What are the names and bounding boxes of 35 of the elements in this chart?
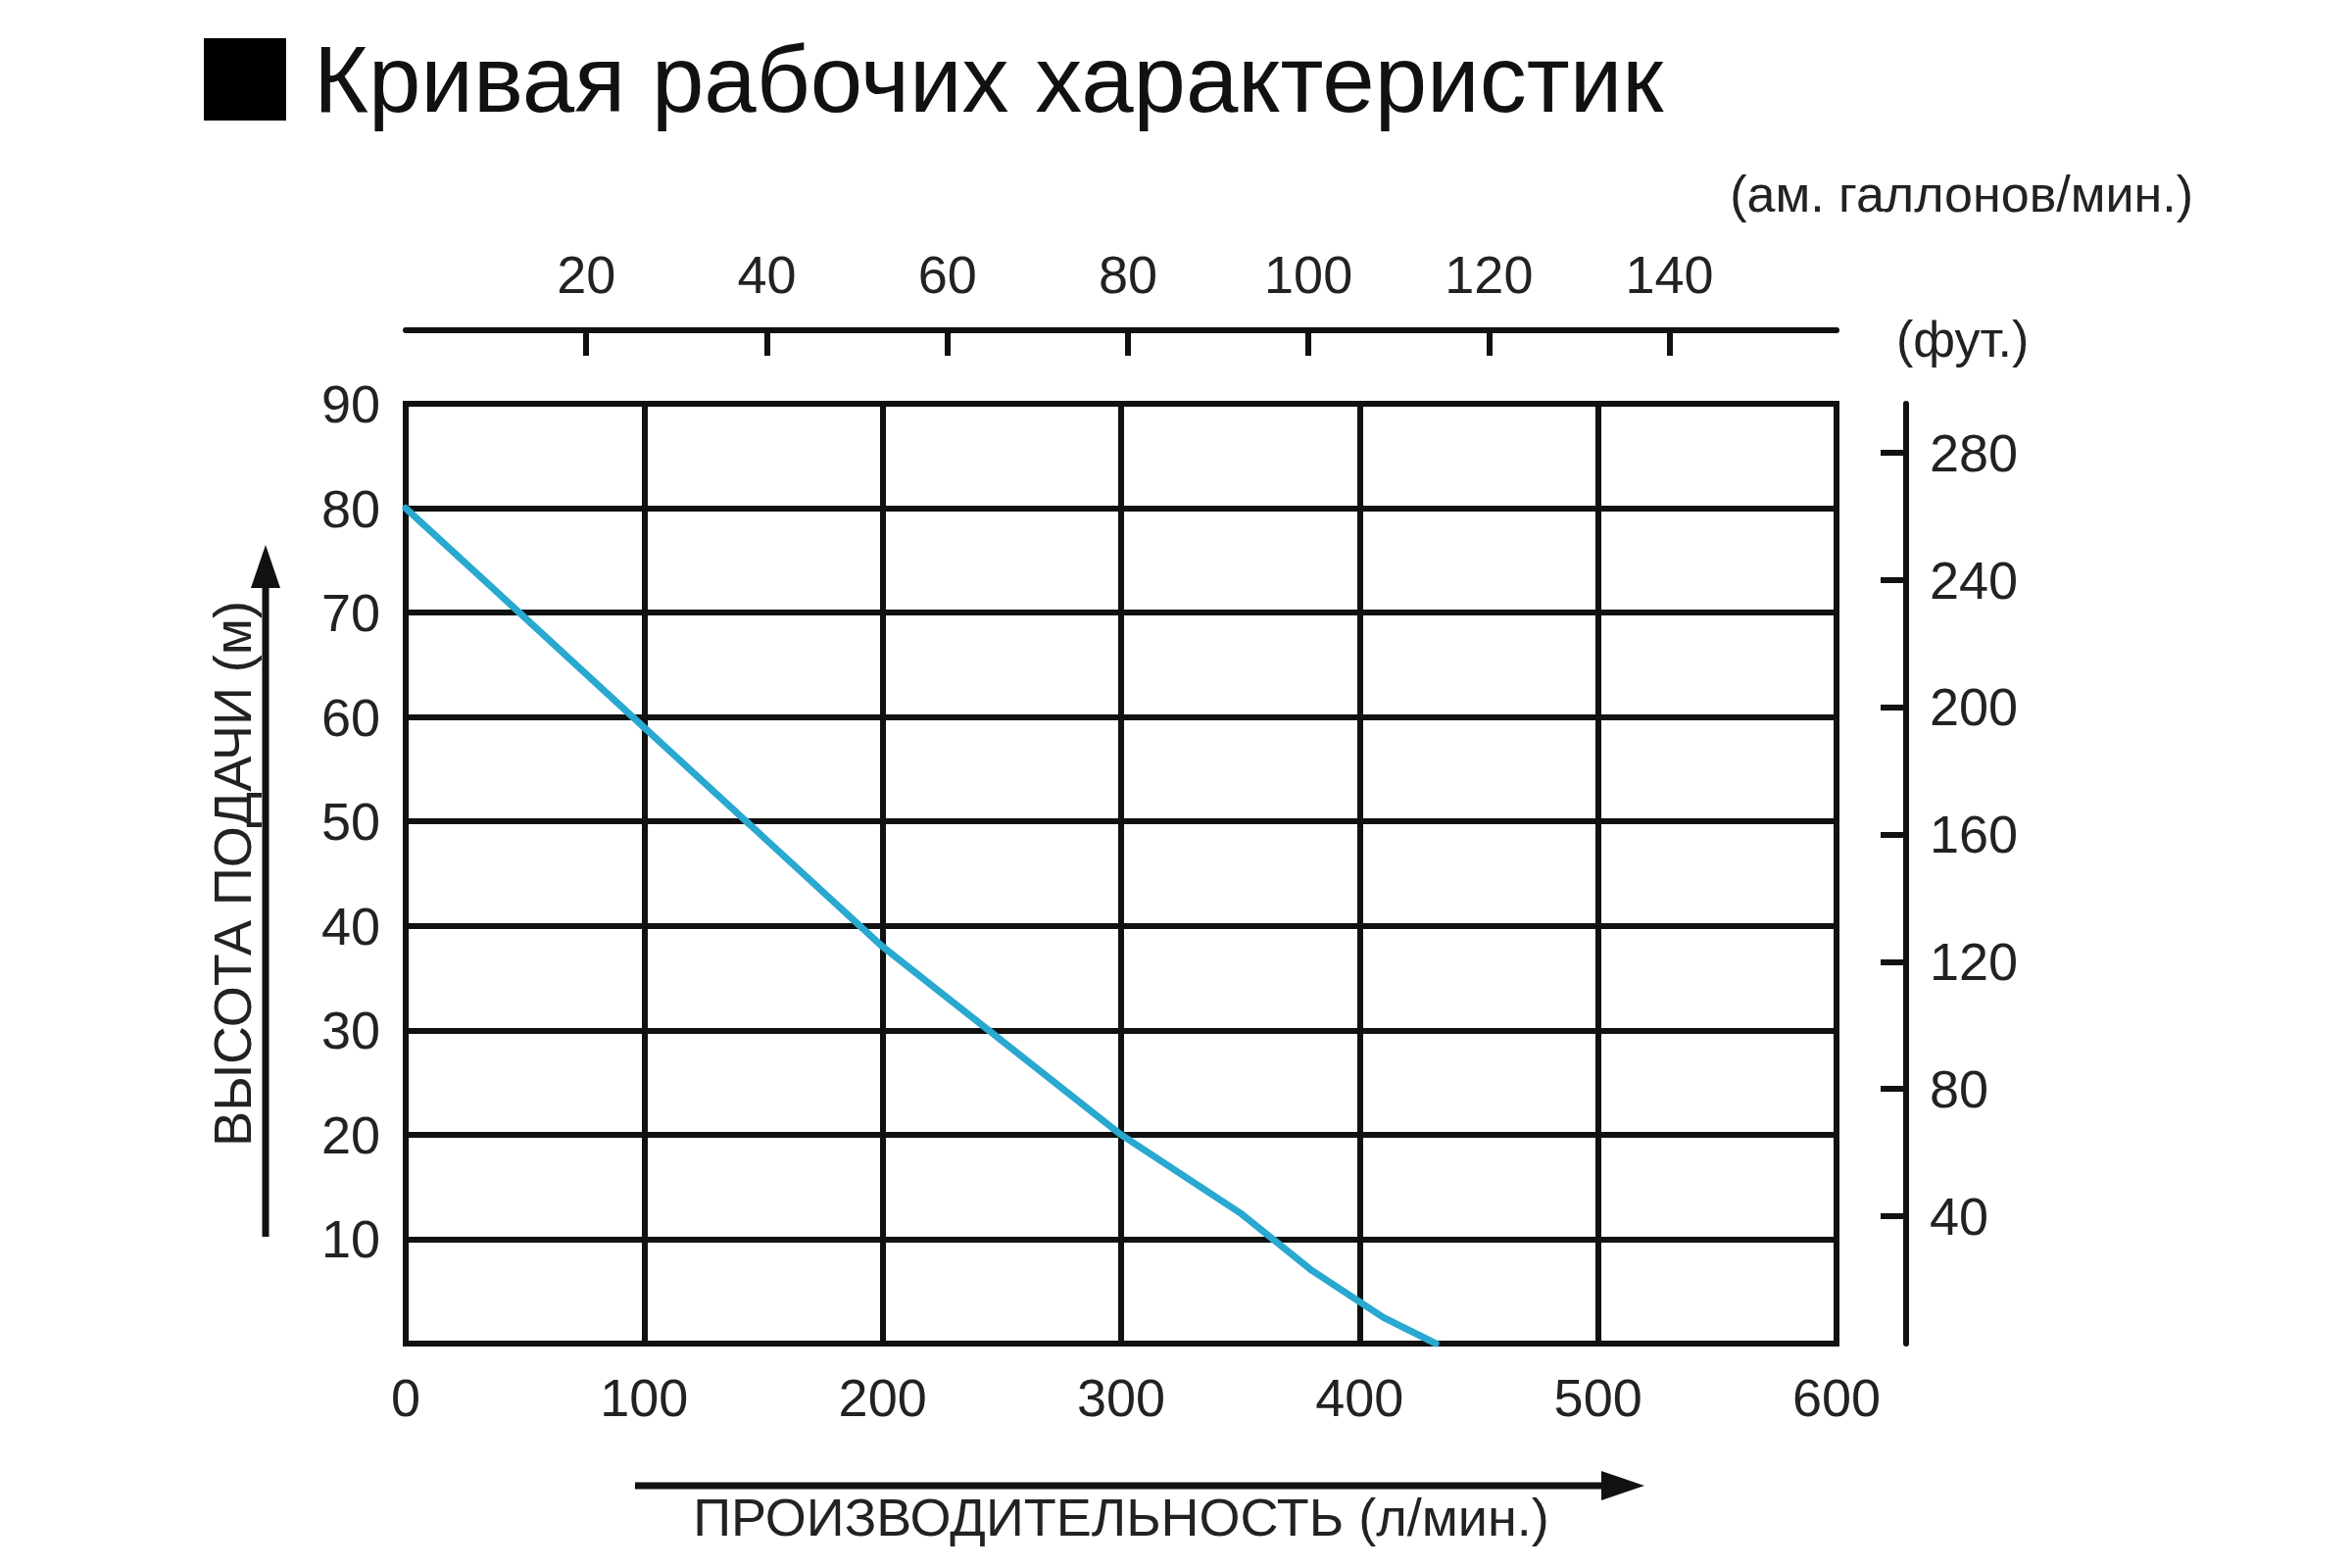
x-tick-label: 100 [600,1368,689,1427]
y2-tick-label: 80 [1930,1059,1989,1119]
x-tick-label: 500 [1553,1368,1642,1427]
y-tick-label: 20 [320,1104,380,1164]
x2-tick-label: 60 [917,245,977,304]
y2-tick-label: 120 [1930,932,2019,992]
x-tick-label: 0 [390,1368,421,1427]
y-tick-label: 50 [320,792,380,852]
y-tick-label: 30 [320,1001,380,1060]
y-tick-label: 60 [320,687,380,747]
y2-tick-label: 280 [1930,422,2019,482]
y-tick-label: 90 [320,374,380,433]
x2-tick-label: 40 [737,245,797,304]
x-tick-label: 600 [1791,1368,1882,1427]
y-tick-label: 10 [320,1209,380,1269]
x2-tick-label: 80 [1098,245,1157,304]
x2-axis-title: (ам. галлонов/мин.) [1730,165,2193,223]
x-axis-title: ПРОИЗВОДИТЕЛЬНОСТЬ (л/мин.) [693,1488,1549,1546]
x2-tick-label: 20 [557,245,616,304]
x-tick-label: 400 [1315,1368,1404,1427]
x2-tick-label: 120 [1445,245,1534,304]
y2-tick-label: 200 [1930,677,2019,737]
x2-tick-label: 100 [1264,245,1353,304]
y-tick-label: 40 [320,896,380,956]
x2-tick-label: 140 [1625,245,1714,304]
y-tick-label: 80 [320,478,380,538]
x-tick-label: 300 [1076,1368,1166,1427]
x-tick-label: 200 [838,1368,927,1427]
y-axis-title: ВЫСОТА ПОДАЧИ (м) [203,601,262,1147]
y2-tick-label: 160 [1930,805,2019,864]
y2-tick-label: 40 [1930,1187,1989,1247]
chart-title: Кривая рабочих характеристик [314,25,1664,133]
y2-axis-title: (фут.) [1896,311,2030,368]
y2-tick-label: 240 [1930,550,2019,610]
y-tick-label: 70 [320,583,380,643]
